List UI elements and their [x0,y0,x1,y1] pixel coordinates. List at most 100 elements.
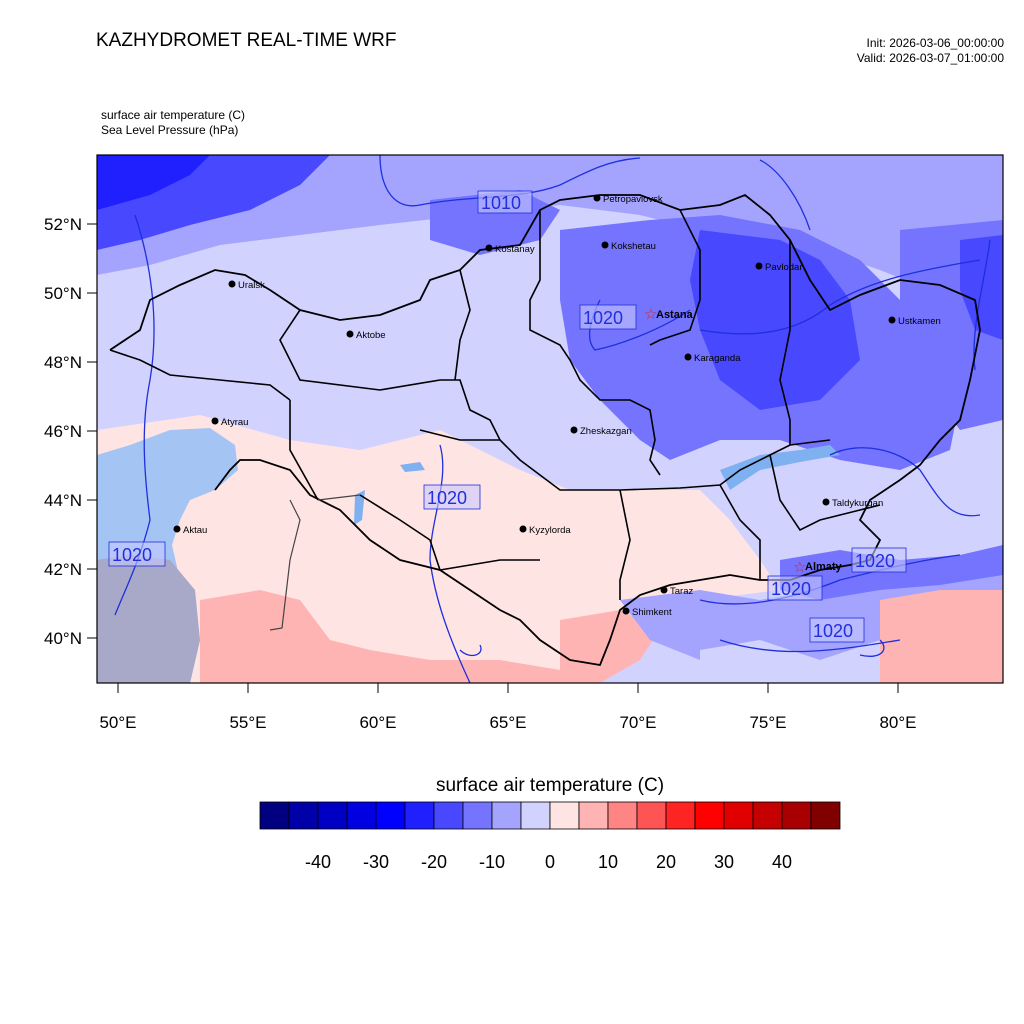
city-label: Taraz [670,586,693,597]
city-label: Taldykurgan [832,498,883,509]
map-frame [96,154,1004,684]
lat-tick-labels: 52°N 50°N 48°N 46°N 44°N 42°N 40°N [44,215,82,648]
lon-tick: 75°E [749,713,786,732]
colorbar-cell [636,801,667,830]
pressure-label: 1020 [813,621,853,641]
colorbar-cell [404,801,435,830]
colorbar-label: -20 [421,852,447,872]
lat-tick: 44°N [44,491,82,510]
colorbar-label: 20 [656,852,676,872]
city-label: Kokshetau [611,241,656,252]
colorbar-title: surface air temperature (C) [435,775,665,796]
lon-tick: 80°E [879,713,916,732]
colorbar-label: 0 [545,852,555,872]
colorbar-cell [462,801,493,830]
city-dot [173,525,181,533]
capital-label: Almaty [805,561,843,573]
colorbar-label: -30 [363,852,389,872]
capital-label: Astana [656,309,694,321]
city-label: Petropavlovsk [603,194,663,205]
colorbar-cell [433,801,464,830]
axis-ticks [87,223,899,693]
colorbar-label: 10 [598,852,618,872]
variable-label-temperature: surface air temperature (C) [101,108,246,122]
city-label: Zheskazgan [580,426,632,437]
pressure-label: 1020 [855,551,895,571]
pressure-label: 1020 [583,308,623,328]
city-dot [485,244,493,252]
colorbar [259,801,841,830]
city-label: Karaganda [694,353,741,364]
colorbar-label: 30 [714,852,734,872]
page-title: KAZHYDROMET REAL-TIME WRF [96,30,397,51]
lon-tick: 65°E [489,713,526,732]
colorbar-label: -10 [479,852,505,872]
city-dot [519,525,527,533]
city-label: Kostanay [495,244,535,255]
city-dot [601,241,609,249]
temperature-field [97,155,1003,683]
city-dot [570,426,578,434]
city-label: Aktobe [356,330,386,341]
colorbar-cell [607,801,638,830]
city-label: Pavlodar [765,262,803,273]
colorbar-labels: -40 -30 -20 -10 0 10 20 30 40 [305,852,792,872]
colorbar-cell [694,801,725,830]
colorbar-cell [317,801,348,830]
pressure-labels: 1010 1020 1020 1020 1020 1020 1020 [108,190,907,643]
colorbar-cell [723,801,754,830]
city-label: Shimkent [632,607,672,618]
colorbar-cell [259,801,290,830]
capital-star-icon: ☆ [793,558,806,576]
city-dot [660,586,668,594]
colorbar-cell [491,801,522,830]
city-dot [684,353,692,361]
lat-tick: 46°N [44,422,82,441]
city-label: Uralsk [238,280,265,291]
capital-star-icon: ☆ [644,305,657,323]
colorbar-cell [665,801,696,830]
colorbar-cell [375,801,406,830]
pressure-label: 1020 [112,545,152,565]
pressure-label: 1010 [481,193,521,213]
city-dot [228,280,236,288]
city-dot [211,417,219,425]
lon-tick: 55°E [229,713,266,732]
colorbar-cell [549,801,580,830]
city-dot [888,316,896,324]
pressure-label: 1020 [771,579,811,599]
city-label: Atyrau [221,417,248,428]
colorbar-cell [346,801,377,830]
lat-tick: 40°N [44,629,82,648]
lon-tick: 70°E [619,713,656,732]
colorbar-cell [781,801,812,830]
lat-tick: 48°N [44,353,82,372]
lon-tick-labels: 50°E 55°E 60°E 65°E 70°E 75°E 80°E [99,713,916,732]
lon-tick: 60°E [359,713,396,732]
colorbar-cell [578,801,609,830]
city-label: Ustkamen [898,316,941,327]
colorbar-label: -40 [305,852,331,872]
colorbar-cell [810,801,841,830]
city-dot [593,194,601,202]
variable-label-pressure: Sea Level Pressure (hPa) [101,123,239,137]
colorbar-label: 40 [772,852,792,872]
city-label: Kyzylorda [529,525,571,536]
lat-tick: 52°N [44,215,82,234]
lon-tick: 50°E [99,713,136,732]
colorbar-cell [288,801,319,830]
city-dot [622,607,630,615]
colorbar-cell [752,801,783,830]
init-time: Init: 2026-03-06_00:00:00 [866,36,1004,50]
pressure-label: 1020 [427,488,467,508]
valid-time: Valid: 2026-03-07_01:00:00 [856,51,1004,65]
city-dot [346,330,354,338]
lat-tick: 42°N [44,560,82,579]
city-dot [822,498,830,506]
colorbar-cell [520,801,551,830]
city-dot [755,262,763,270]
city-label: Aktau [183,525,207,536]
admin-borders [109,193,981,667]
city-markers: Petropavlovsk Kostanay Kokshetau Pavloda… [173,194,941,618]
